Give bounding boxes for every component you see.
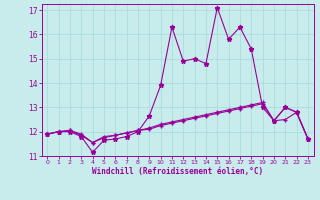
X-axis label: Windchill (Refroidissement éolien,°C): Windchill (Refroidissement éolien,°C) — [92, 167, 263, 176]
